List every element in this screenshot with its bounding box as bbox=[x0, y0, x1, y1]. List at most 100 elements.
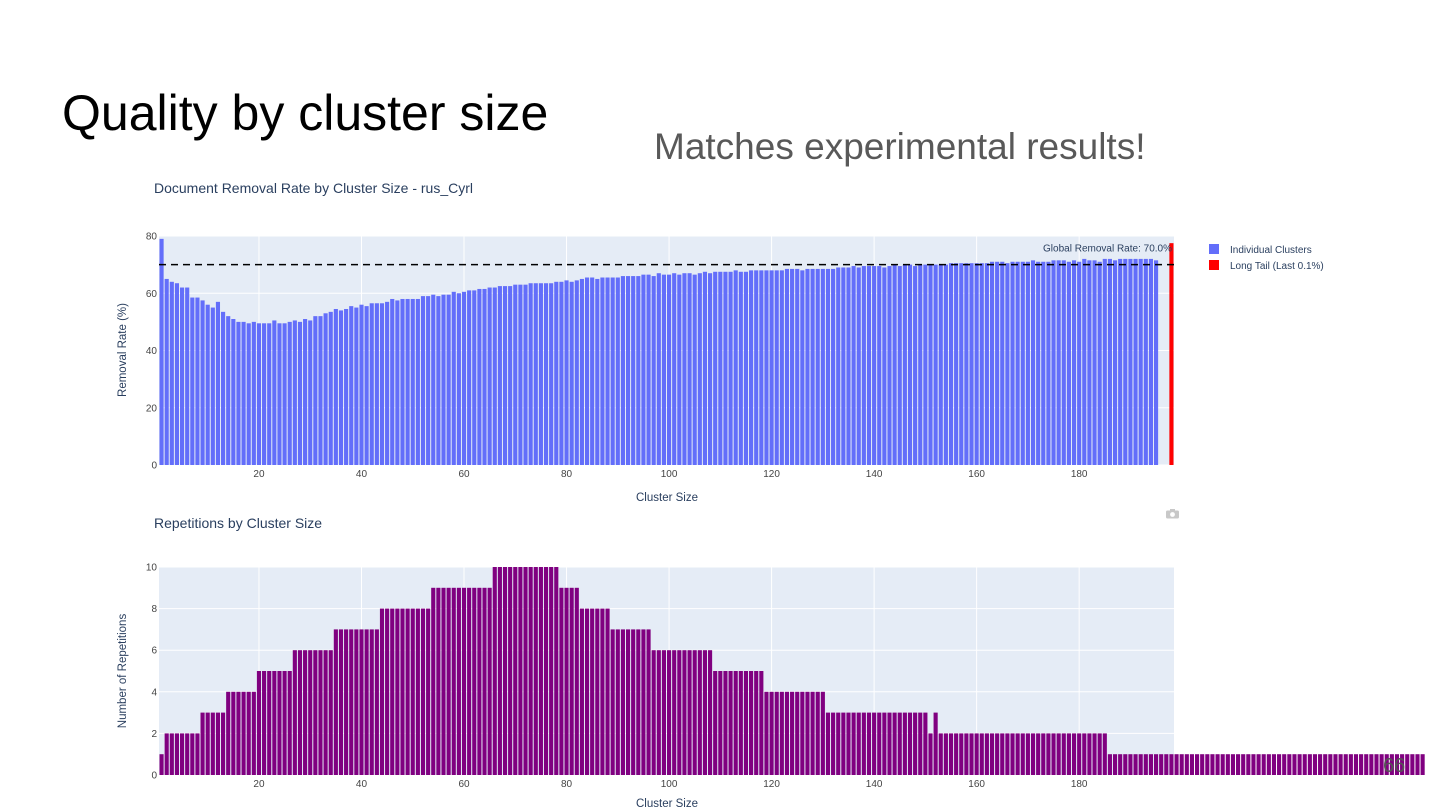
repetition-bar[interactable] bbox=[1364, 754, 1369, 775]
removal-bar[interactable] bbox=[887, 266, 892, 465]
repetition-bar[interactable] bbox=[754, 671, 759, 775]
repetition-bar[interactable] bbox=[1128, 754, 1133, 775]
repetition-bar[interactable] bbox=[564, 587, 569, 775]
repetition-bar[interactable] bbox=[477, 587, 482, 775]
repetition-bar[interactable] bbox=[692, 650, 697, 775]
removal-bar[interactable] bbox=[1102, 258, 1107, 465]
repetition-bar[interactable] bbox=[1318, 754, 1323, 775]
repetition-bar[interactable] bbox=[169, 733, 174, 775]
repetition-bar[interactable] bbox=[451, 587, 456, 775]
repetition-bar[interactable] bbox=[1374, 754, 1379, 775]
removal-bar[interactable] bbox=[554, 281, 559, 465]
removal-bar[interactable] bbox=[810, 268, 815, 465]
removal-bar[interactable] bbox=[728, 271, 733, 465]
repetition-bar[interactable] bbox=[333, 629, 338, 775]
repetition-bar[interactable] bbox=[984, 733, 989, 775]
repetition-bar[interactable] bbox=[1061, 733, 1066, 775]
repetition-bar[interactable] bbox=[1046, 733, 1051, 775]
removal-bar[interactable] bbox=[846, 267, 851, 465]
repetition-bar[interactable] bbox=[1379, 754, 1384, 775]
removal-bar[interactable] bbox=[497, 286, 502, 465]
repetition-bar[interactable] bbox=[538, 567, 543, 775]
repetition-bar[interactable] bbox=[1138, 754, 1143, 775]
repetition-bar[interactable] bbox=[1400, 754, 1405, 775]
repetition-bar[interactable] bbox=[584, 608, 590, 775]
removal-bar[interactable] bbox=[1036, 261, 1041, 465]
repetition-bar[interactable] bbox=[718, 671, 723, 775]
repetition-bar[interactable] bbox=[651, 650, 656, 775]
repetition-bar[interactable] bbox=[1133, 754, 1138, 775]
removal-bar[interactable] bbox=[559, 281, 564, 465]
removal-bar[interactable] bbox=[1041, 261, 1046, 465]
removal-bar[interactable] bbox=[420, 296, 426, 465]
repetition-bar[interactable] bbox=[251, 691, 256, 775]
repetition-bar[interactable] bbox=[1323, 754, 1328, 775]
repetition-bar[interactable] bbox=[1297, 754, 1302, 775]
removal-bar[interactable] bbox=[872, 266, 877, 465]
repetition-bar[interactable] bbox=[815, 691, 820, 775]
repetition-bar[interactable] bbox=[1225, 754, 1230, 775]
repetition-bar[interactable] bbox=[1082, 733, 1087, 775]
removal-bar[interactable] bbox=[405, 298, 410, 465]
removal-bar[interactable] bbox=[313, 316, 318, 465]
repetition-bar[interactable] bbox=[1200, 754, 1205, 775]
repetition-bar[interactable] bbox=[379, 608, 385, 775]
removal-bar[interactable] bbox=[733, 270, 738, 465]
removal-bar[interactable] bbox=[697, 273, 702, 465]
removal-bar[interactable] bbox=[508, 286, 513, 465]
removal-bar[interactable] bbox=[410, 298, 415, 465]
repetition-bar[interactable] bbox=[256, 671, 262, 775]
camera-icon[interactable] bbox=[1166, 509, 1179, 519]
removal-bar[interactable] bbox=[415, 298, 420, 465]
repetition-bar[interactable] bbox=[620, 629, 625, 775]
removal-bar[interactable] bbox=[928, 264, 933, 465]
removal-bar[interactable] bbox=[866, 266, 872, 465]
repetition-bar[interactable] bbox=[313, 650, 318, 775]
removal-bar[interactable] bbox=[625, 276, 631, 465]
repetition-bar[interactable] bbox=[400, 608, 405, 775]
repetition-bar[interactable] bbox=[661, 650, 666, 775]
repetition-bar[interactable] bbox=[236, 691, 241, 775]
repetition-bar[interactable] bbox=[456, 587, 461, 775]
repetition-bar[interactable] bbox=[825, 712, 831, 775]
removal-bar[interactable] bbox=[333, 308, 338, 465]
removal-bar[interactable] bbox=[749, 270, 754, 465]
repetition-bar[interactable] bbox=[349, 629, 354, 775]
repetition-bar[interactable] bbox=[959, 733, 964, 775]
removal-bar[interactable] bbox=[1143, 258, 1148, 465]
repetition-bar[interactable] bbox=[1307, 754, 1312, 775]
repetition-bar[interactable] bbox=[395, 608, 400, 775]
repetition-bar[interactable] bbox=[1159, 754, 1164, 775]
removal-bar[interactable] bbox=[1066, 261, 1071, 465]
repetition-bar[interactable] bbox=[508, 567, 513, 775]
repetition-bar[interactable] bbox=[595, 608, 600, 775]
removal-bar[interactable] bbox=[215, 301, 221, 465]
removal-bar[interactable] bbox=[1051, 260, 1056, 465]
repetition-bar[interactable] bbox=[1010, 733, 1015, 775]
removal-bar[interactable] bbox=[369, 303, 374, 465]
repetition-bar[interactable] bbox=[1051, 733, 1056, 775]
removal-bar[interactable] bbox=[308, 320, 313, 465]
removal-bar[interactable] bbox=[164, 278, 169, 465]
repetition-bar[interactable] bbox=[1302, 754, 1307, 775]
removal-bar[interactable] bbox=[174, 283, 180, 465]
removal-bar[interactable] bbox=[441, 294, 446, 465]
repetition-bar[interactable] bbox=[436, 587, 441, 775]
repetition-bar[interactable] bbox=[185, 733, 190, 775]
removal-bar[interactable] bbox=[1128, 258, 1133, 465]
repetition-bar[interactable] bbox=[1348, 754, 1353, 775]
repetition-bar[interactable] bbox=[267, 671, 272, 775]
repetition-bar[interactable] bbox=[1148, 754, 1153, 775]
removal-bar[interactable] bbox=[1133, 258, 1138, 465]
repetition-bar[interactable] bbox=[1112, 754, 1118, 775]
repetition-bar[interactable] bbox=[190, 733, 195, 775]
removal-bar[interactable] bbox=[600, 277, 605, 465]
removal-bar[interactable] bbox=[861, 266, 866, 465]
removal-bar[interactable] bbox=[902, 264, 907, 465]
repetition-bar[interactable] bbox=[800, 691, 805, 775]
removal-bar[interactable] bbox=[574, 280, 579, 465]
repetition-bar[interactable] bbox=[1071, 733, 1077, 775]
repetition-bar[interactable] bbox=[1312, 754, 1318, 775]
repetition-bar[interactable] bbox=[287, 671, 292, 775]
repetition-bar[interactable] bbox=[702, 650, 708, 775]
